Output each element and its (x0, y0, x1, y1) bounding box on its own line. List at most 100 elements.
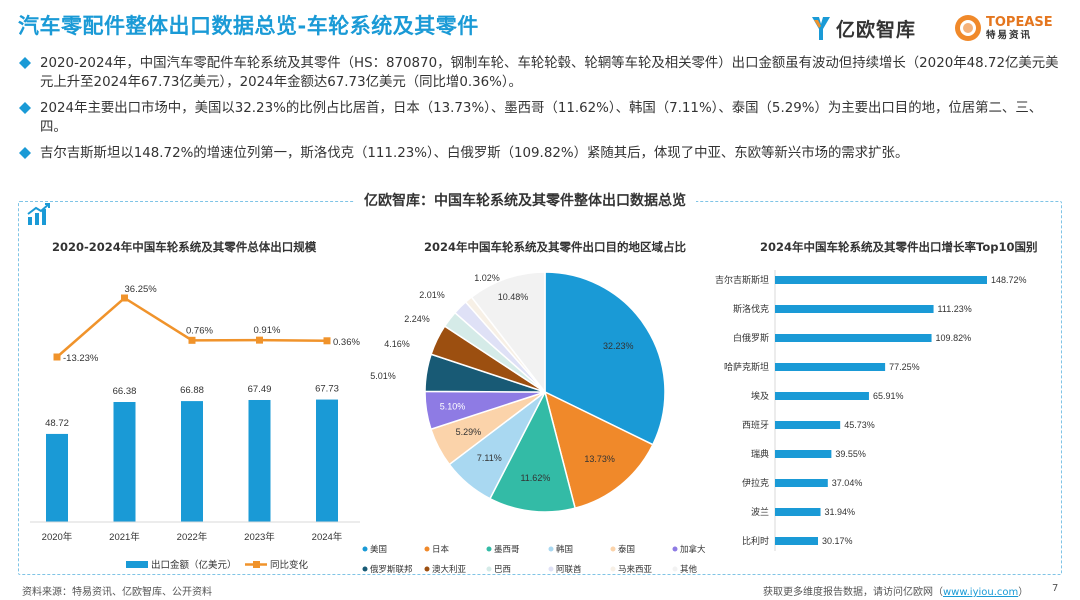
growth-bar (775, 450, 832, 458)
legend-label: 俄罗斯联邦 (370, 564, 413, 574)
y-tick-label: 哈萨克斯坦 (724, 361, 769, 372)
x-tick-label: 2020年 (42, 531, 73, 543)
legend-label: 墨西哥 (494, 544, 520, 554)
legend-label: 其他 (680, 564, 698, 574)
bullet-item: 2024年主要出口市场中，美国以32.23%的比例占比居首，日本（13.73%）… (18, 99, 1062, 137)
legend-bar-label: 出口金额（亿美元） (151, 559, 237, 571)
pie-slice-label: 13.73% (584, 454, 615, 464)
legend-bar-swatch (126, 561, 148, 568)
export-bar (46, 433, 68, 522)
growth-bar (775, 305, 934, 313)
growth-point (323, 337, 331, 345)
pie-slice-label: 11.62% (520, 473, 550, 483)
pie-slice-label: 1.02% (474, 273, 500, 283)
bar-value-label: 66.88 (180, 385, 204, 396)
yiou-logo: 亿欧智库 (810, 14, 916, 42)
y-tick-label: 吉尔吉斯斯坦 (715, 274, 769, 285)
legend-label: 巴西 (494, 564, 511, 574)
growth-bar (775, 421, 841, 429)
growth-point (188, 336, 196, 344)
growth-bar (775, 392, 869, 400)
growth-label: -13.23% (63, 353, 99, 364)
legend-swatch (610, 566, 616, 572)
y-tick-label: 波兰 (751, 506, 769, 517)
pie-slice-label: 5.10% (440, 401, 466, 411)
legend-swatch (424, 546, 430, 552)
y-tick-label: 斯洛伐克 (733, 303, 769, 314)
legend-swatch (486, 546, 492, 552)
website-link[interactable]: www.iyiou.com (943, 587, 1019, 598)
legend-swatch (486, 566, 492, 572)
diamond-icon (18, 101, 32, 115)
bullet-item: 吉尔吉斯斯坦以148.72%的增速位列第一，斯洛伐克（111.23%）、白俄罗斯… (18, 144, 1062, 163)
bar-value-label: 45.73% (844, 420, 875, 430)
growth-label: 0.76% (186, 325, 213, 336)
growth-label: 0.36% (333, 337, 360, 348)
legend-label: 美国 (370, 544, 387, 554)
legend-swatch (548, 566, 554, 572)
legend-swatch (672, 546, 678, 552)
bar-value-label: 67.49 (248, 384, 272, 395)
panel-title: 亿欧智库：中国车轮系统及其零件整体出口数据总览 (354, 190, 696, 210)
pie-slice (488, 389, 577, 513)
bar-value-label: 31.94% (825, 507, 856, 517)
y-tick-label: 埃及 (751, 390, 769, 401)
chart2-title: 2024年中国车轮系统及其零件出口目的地区域占比 (424, 240, 687, 254)
bar-value-label: 77.25% (889, 362, 920, 372)
export-bar (316, 399, 338, 522)
topease-logo-cn: 特易资讯 (986, 29, 1033, 41)
y-tick-label: 伊拉克 (742, 477, 769, 488)
page-number: 7 (1052, 583, 1059, 594)
bar-value-label: 148.72% (991, 275, 1027, 285)
legend-line-label: 同比变化 (270, 559, 309, 571)
pie-slice-label: 32.23% (603, 341, 634, 351)
legend-label: 泰国 (618, 544, 635, 554)
legend-swatch (672, 566, 678, 572)
bullet-text: 吉尔吉斯斯坦以148.72%的增速位列第一，斯洛伐克（111.23%）、白俄罗斯… (40, 146, 909, 161)
bar-value-label: 66.38 (113, 386, 137, 397)
bar-value-label: 39.55% (835, 449, 866, 459)
bullet-item: 2020-2024年，中国汽车零配件车轮系统及其零件（HS：870870，钢制车… (18, 54, 1062, 92)
chart-trend-icon (27, 203, 50, 225)
legend-label: 加拿大 (680, 544, 706, 554)
pie-slice-label: 5.29% (456, 427, 482, 437)
source-note: 资料来源：特易资讯、亿欧智库、公开资料 (22, 587, 212, 598)
pie-slice-label: 10.48% (498, 292, 529, 302)
x-tick-label: 2022年 (177, 531, 208, 543)
diamond-icon (18, 146, 32, 160)
growth-point (121, 294, 128, 302)
growth-bar (775, 537, 819, 545)
x-tick-label: 2024年 (312, 531, 343, 543)
topease-logo-icon (955, 15, 981, 41)
legend-label: 澳大利亚 (432, 564, 467, 574)
export-scale-chart: 48.72 2020年 66.38 2021年 66.88 2022年 67.49 2023年… (30, 284, 360, 571)
more-data-text: 获取更多维度报告数据，请访问亿欧网（ (763, 587, 943, 598)
legend-swatch (362, 566, 368, 572)
pie-slice (544, 271, 666, 446)
topease-logo: TOPEASE 特易资讯 (954, 14, 1053, 42)
y-tick-label: 比利时 (742, 535, 769, 546)
pie-slice-label: 4.16% (384, 339, 410, 349)
x-tick-label: 2021年 (109, 531, 140, 543)
yiou-logo-icon (812, 17, 830, 40)
export-bar (113, 402, 136, 522)
destination-pie-chart: 32.23% 13.73% 11.62% 7.11% 5.29% 5.10% 5.01% 4.… (362, 271, 706, 574)
more-data-close: ） (1018, 587, 1029, 598)
growth-point (53, 353, 61, 361)
pie-slice-label: 7.11% (477, 453, 502, 463)
growth-label: 36.25% (125, 284, 158, 295)
topease-logo-en: TOPEASE (986, 14, 1053, 30)
growth-bar (775, 363, 886, 371)
page-title: 汽车零配件整体出口数据总览-车轮系统及其零件 (18, 14, 479, 38)
bullet-text: 2020-2024年，中国汽车零配件车轮系统及其零件（HS：870870，钢制车… (40, 56, 1059, 90)
pie-slice-label: 2.24% (404, 314, 430, 324)
growth-bar (775, 508, 821, 516)
legend-label: 韩国 (556, 544, 573, 554)
legend-label: 日本 (432, 544, 450, 554)
legend-swatch (548, 546, 554, 552)
bar-value-label: 111.23% (938, 304, 972, 314)
more-data-note: 获取更多维度报告数据，请访问亿欧网（www.iyiou.com） (763, 583, 1028, 598)
export-bar (248, 399, 271, 522)
growth-bar (775, 276, 987, 284)
bar-value-label: 65.91% (873, 391, 904, 401)
